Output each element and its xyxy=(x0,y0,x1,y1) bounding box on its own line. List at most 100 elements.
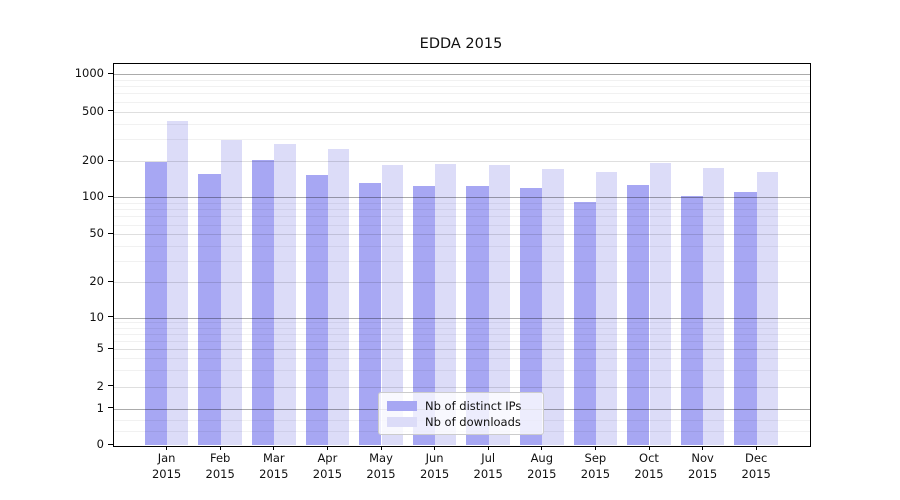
gridline xyxy=(114,86,810,88)
gridline xyxy=(114,216,810,218)
gridline xyxy=(114,317,810,319)
x-tick-label-may: May 2015 xyxy=(366,451,396,481)
x-tick-label-jun: Jun 2015 xyxy=(419,451,450,481)
y-tick-label: 1 xyxy=(96,400,104,415)
x-tick-mark xyxy=(594,445,597,450)
gridline xyxy=(114,234,810,236)
x-tick-label-mar: Mar 2015 xyxy=(259,451,289,481)
legend-swatch-downloads xyxy=(387,416,417,428)
y-tick-mark xyxy=(108,72,113,74)
gridline xyxy=(114,139,810,141)
y-tick-mark xyxy=(108,195,113,197)
legend-row-distinct-ips: Nb of distinct IPs xyxy=(379,398,543,414)
x-tick-label-oct: Oct 2015 xyxy=(634,451,664,481)
bar-ips-dec xyxy=(734,192,757,446)
bar-downloads-aug xyxy=(542,168,564,446)
bar-ips-oct xyxy=(627,185,650,446)
y-tick-label: 20 xyxy=(89,274,104,288)
gridline xyxy=(114,101,810,103)
gridline xyxy=(114,358,810,360)
y-tick-label: 5 xyxy=(96,341,104,356)
bar-downloads-nov xyxy=(703,167,725,446)
x-tick-mark xyxy=(326,445,329,450)
y-tick-mark xyxy=(108,347,113,349)
x-tick-label-jan: Jan 2015 xyxy=(151,451,182,481)
x-tick-label-apr: Apr 2015 xyxy=(312,451,343,481)
gridline xyxy=(114,333,810,335)
bar-ips-apr xyxy=(305,175,328,446)
bar-downloads-may xyxy=(381,165,403,446)
bar-downloads-jan xyxy=(167,121,189,446)
y-tick-label: 100 xyxy=(82,189,104,204)
gridline xyxy=(114,79,810,81)
y-tick-label: 2 xyxy=(96,378,104,393)
bar-downloads-jun xyxy=(435,163,457,446)
x-tick-mark xyxy=(380,445,382,450)
bar-downloads-dec xyxy=(756,171,778,446)
y-tick-label: 500 xyxy=(82,103,104,118)
gridline xyxy=(114,340,810,342)
x-tick-label-nov: Nov 2015 xyxy=(687,451,718,481)
y-tick-mark xyxy=(108,385,113,387)
y-tick-mark xyxy=(108,110,113,112)
gridline xyxy=(114,370,810,372)
gridline xyxy=(114,327,810,329)
bar-downloads-oct xyxy=(649,163,671,446)
x-tick-label-feb: Feb 2015 xyxy=(205,451,235,481)
x-tick-mark xyxy=(755,445,757,450)
x-tick-mark xyxy=(487,445,489,450)
y-tick-label: 200 xyxy=(82,153,104,167)
chart-title: EDDA 2015 xyxy=(419,36,503,52)
bar-ips-may xyxy=(359,182,382,446)
legend-swatch-distinct-ips xyxy=(387,400,417,412)
plot-area: Nb of distinct IPs Nb of downloads xyxy=(113,63,811,447)
y-tick-mark xyxy=(108,159,113,161)
x-tick-mark xyxy=(219,445,221,450)
y-tick-label: 50 xyxy=(89,226,104,241)
gridline xyxy=(114,224,810,226)
bar-ips-mar xyxy=(252,160,275,446)
bar-downloads-apr xyxy=(327,148,350,446)
y-tick-label: 1000 xyxy=(74,66,104,81)
gridline xyxy=(114,322,810,324)
gridline xyxy=(114,197,810,199)
gridline xyxy=(114,245,810,247)
x-tick-mark xyxy=(434,445,436,450)
bar-ips-jan xyxy=(144,162,168,446)
bar-ips-feb xyxy=(198,174,221,446)
x-tick-mark xyxy=(702,445,704,450)
legend: Nb of distinct IPs Nb of downloads xyxy=(378,392,544,435)
bar-ips-nov xyxy=(680,196,704,446)
x-tick-mark xyxy=(541,445,543,450)
bar-ips-aug xyxy=(520,188,543,446)
gridline xyxy=(114,209,810,211)
bar-downloads-sep xyxy=(595,171,618,446)
x-tick-label-jul: Jul 2015 xyxy=(473,451,503,481)
y-tick-mark xyxy=(108,232,113,234)
legend-row-downloads: Nb of downloads xyxy=(379,414,543,430)
gridline xyxy=(114,282,810,283)
y-tick-mark xyxy=(108,316,113,318)
gridline xyxy=(114,349,810,351)
gridline xyxy=(114,161,810,162)
x-tick-label-aug: Aug 2015 xyxy=(527,451,557,481)
bar-ips-sep xyxy=(573,201,596,446)
gridline xyxy=(114,386,810,388)
y-tick-label: 0 xyxy=(96,437,104,452)
gridline xyxy=(114,111,810,113)
x-tick-label-sep: Sep 2015 xyxy=(580,451,611,481)
bar-downloads-feb xyxy=(220,139,242,446)
x-tick-mark xyxy=(273,445,275,450)
gridline xyxy=(114,123,810,125)
gridline xyxy=(114,260,810,262)
x-tick-label-dec: Dec 2015 xyxy=(741,451,771,481)
gridline xyxy=(114,93,810,95)
y-tick-mark xyxy=(108,407,113,409)
legend-label-distinct-ips: Nb of distinct IPs xyxy=(425,399,522,413)
legend-label-downloads: Nb of downloads xyxy=(425,415,521,429)
bar-downloads-jul xyxy=(488,164,510,446)
y-tick-mark xyxy=(108,280,113,282)
x-tick-mark xyxy=(648,445,650,450)
y-tick-mark xyxy=(108,443,113,446)
